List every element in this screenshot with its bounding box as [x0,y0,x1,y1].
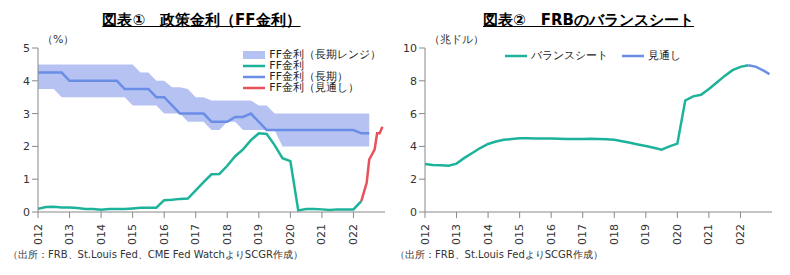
svg-text:2014: 2014 [95,224,108,246]
svg-text:2: 2 [23,140,30,153]
svg-text:2018: 2018 [608,224,621,246]
svg-text:3: 3 [23,108,30,121]
svg-text:2019: 2019 [639,224,652,246]
svg-text:2015: 2015 [513,224,526,246]
svg-text:2022: 2022 [734,224,747,246]
html-text:FF金利（見通し）: FF金利（見通し） [269,81,359,94]
svg-text:10: 10 [403,42,417,55]
svg-text:2012: 2012 [32,224,45,246]
svg-text:2016: 2016 [158,224,171,246]
svg-text:2013: 2013 [450,224,463,246]
svg-text:2019: 2019 [252,224,265,246]
svg-text:2: 2 [410,173,417,186]
html-text:FF金利（長期）: FF金利（長期） [269,70,348,83]
svg-text:2018: 2018 [221,224,234,246]
svg-text:2021: 2021 [702,224,715,246]
svg-text:1: 1 [23,173,30,186]
html-text:（出所：FRB、St.Louis Fed、CME Fed W: （出所：FRB、St.Louis Fed、CME Fed WatchよりSCGR… [8,249,303,260]
svg-text:0: 0 [23,206,30,219]
svg-text:2020: 2020 [671,224,684,246]
svg-text:2013: 2013 [63,224,76,246]
html-text:図表② FRBのバランスシート: 図表② FRBのバランスシート [483,11,694,29]
html-text:FF金利: FF金利 [269,59,304,72]
svg-text:2017: 2017 [576,224,589,246]
html-text:バランスシート: バランスシート [531,49,608,62]
svg-text:2022: 2022 [347,224,360,246]
svg-text:2021: 2021 [315,224,328,246]
html-text:（出所：FRB、St.Louis FedよりSCGR作成）: （出所：FRB、St.Louis FedよりSCGR作成） [395,249,603,260]
svg-text:5: 5 [23,42,30,55]
svg-text:4: 4 [23,75,30,88]
svg-text:2014: 2014 [482,224,495,246]
svg-text:2017: 2017 [189,224,202,246]
svg-text:4: 4 [410,140,417,153]
svg-text:0: 0 [410,206,417,219]
html-text:見通し: 見通し [648,49,681,62]
svg-text:8: 8 [410,75,417,88]
html-text:図表① 政策金利（FF金利）: 図表① 政策金利（FF金利） [102,11,301,29]
html-text:（兆ドル）: （兆ドル） [429,33,484,46]
html-text:FF金利（長期レンジ）: FF金利（長期レンジ） [269,48,381,61]
svg-text:2020: 2020 [284,224,297,246]
svg-text:6: 6 [410,108,417,121]
svg-text:2015: 2015 [126,224,139,246]
svg-text:2012: 2012 [419,224,432,246]
svg-text:2016: 2016 [545,224,558,246]
